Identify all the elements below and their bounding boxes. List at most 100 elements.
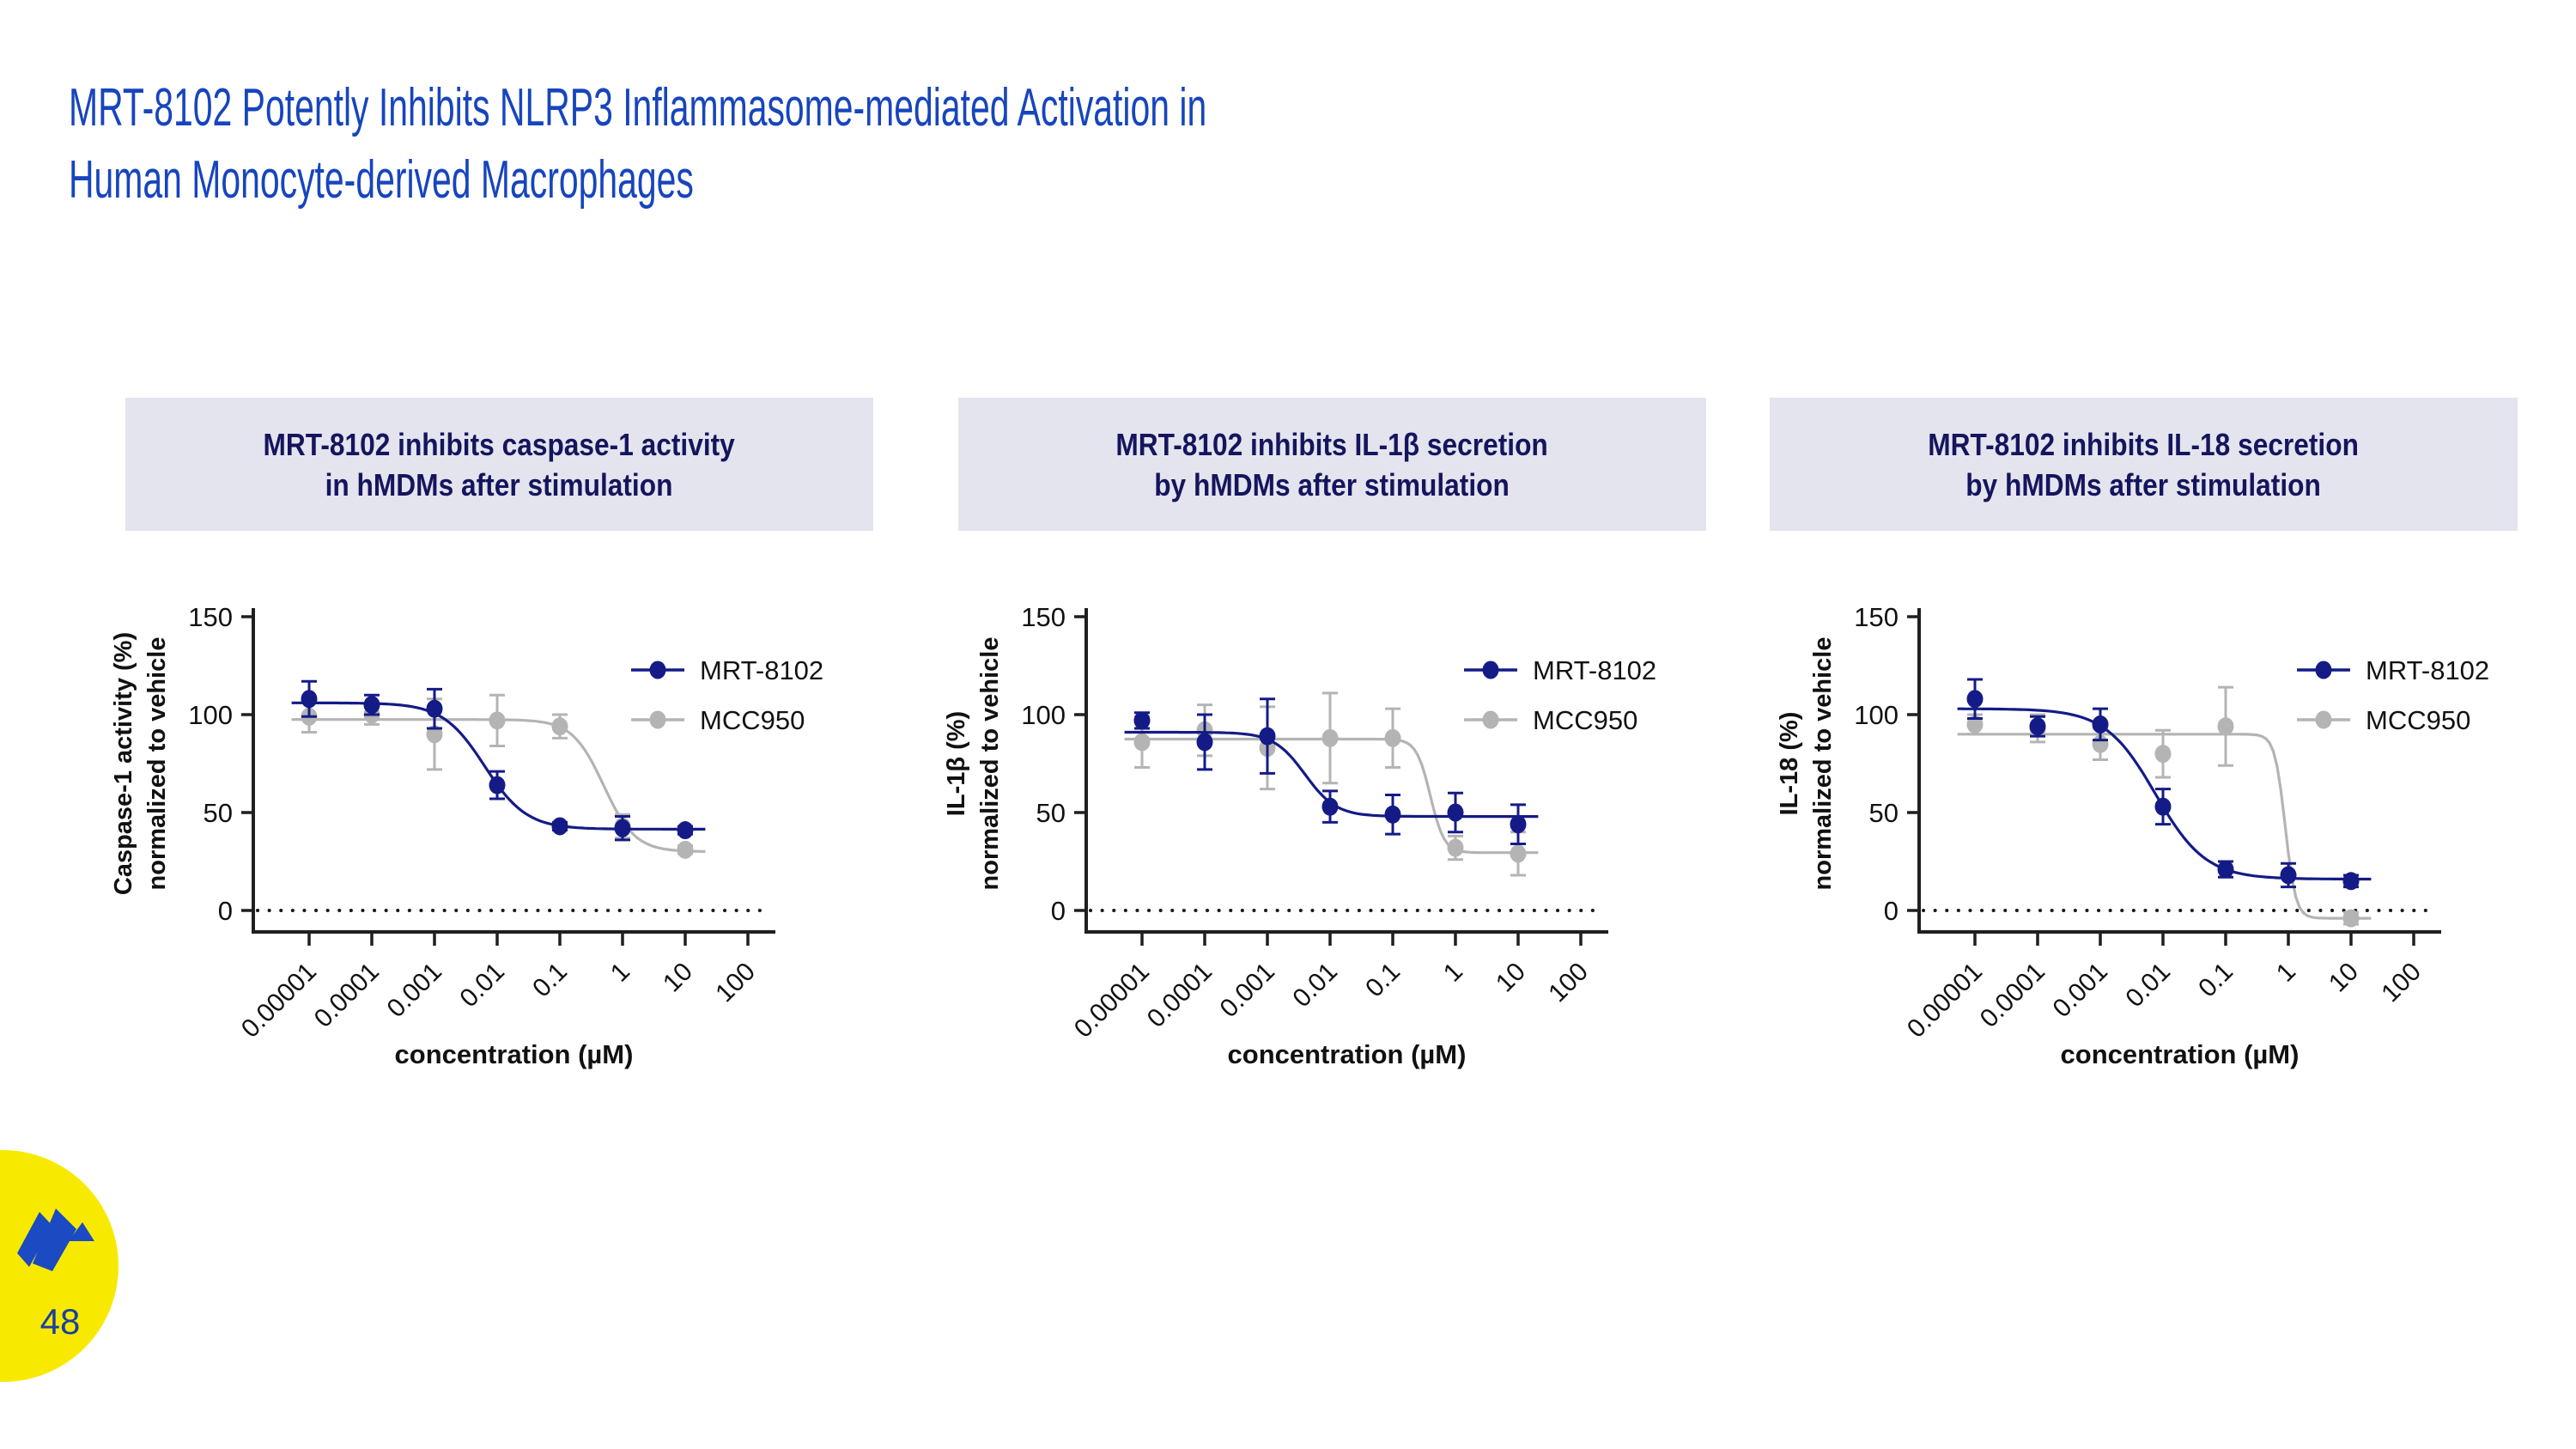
slide-title: MRT-8102 Potently Inhibits NLRP3 Inflamm… <box>69 72 1793 216</box>
x-tick-label: 100 <box>710 958 761 1008</box>
y-tick-label: 100 <box>188 700 233 730</box>
page-number: 48 <box>39 1301 81 1342</box>
data-point <box>2342 909 2360 928</box>
y-tick-label: 50 <box>1036 798 1066 828</box>
legend-marker-dot <box>1482 661 1499 679</box>
data-point <box>1510 844 1527 863</box>
legend-label: MRT-8102 <box>700 655 823 685</box>
data-point <box>2342 872 2360 891</box>
data-point <box>1966 690 1984 709</box>
x-tick-label: 0.1 <box>527 958 573 1003</box>
panel-header-caspase1: MRT-8102 inhibits caspase-1 activity in … <box>125 398 873 531</box>
panel-header-line: by hMDMs after stimulation <box>1965 466 2322 502</box>
panel-header-il1b: MRT-8102 inhibits IL-1β secretion by hMD… <box>958 398 1706 531</box>
x-tick-label: 0.0001 <box>1975 958 2050 1033</box>
x-axis-title: concentration (µM) <box>1228 1039 1467 1069</box>
legend: MRT-8102 MCC950 <box>2297 655 2489 735</box>
x-tick-label: 0.001 <box>2048 958 2113 1023</box>
data-point <box>489 776 506 795</box>
series-MRT-8102 <box>1957 678 2372 891</box>
y-axis-title-line1: Caspase-1 activity (%) <box>110 632 137 895</box>
data-point <box>2029 717 2046 736</box>
chart-il18-secretion: 0 50 100 150 0.00001 0.0001 0.001 0.01 0.1 1 10 100… <box>1747 575 2572 1108</box>
data-point <box>426 725 443 744</box>
x-tick-label: 0.01 <box>2120 958 2176 1014</box>
y-tick-label: 0 <box>1051 896 1066 926</box>
series-MRT-8102 <box>1124 697 1539 845</box>
series-MRT-8102 <box>291 679 706 842</box>
x-tick-label: 0.1 <box>2193 958 2239 1003</box>
x-tick-label: 10 <box>2324 958 2364 998</box>
legend: MRT-8102 MCC950 <box>631 655 823 735</box>
y-axis-title-line2: normalized to vehicle <box>1809 637 1837 891</box>
data-point <box>2092 715 2109 734</box>
legend-label: MRT-8102 <box>1533 655 1656 685</box>
data-point <box>363 696 380 715</box>
x-tick-label: 0.00001 <box>1069 958 1155 1044</box>
legend-marker-dot <box>1482 710 1499 729</box>
x-tick-label: 0.0001 <box>309 958 385 1033</box>
data-point <box>2154 797 2172 816</box>
slide-title-line1: MRT-8102 Potently Inhibits NLRP3 Inflamm… <box>69 78 1207 137</box>
data-point <box>1447 803 1464 822</box>
y-axis-title-line1: IL-1β (%) <box>943 711 970 816</box>
data-point <box>1133 711 1151 730</box>
panel-header-line: in hMDMs after stimulation <box>325 466 673 502</box>
data-point <box>489 711 506 730</box>
company-logo: 48 <box>0 1150 118 1382</box>
data-point <box>1384 728 1401 747</box>
data-point <box>677 840 694 859</box>
x-tick-label: 0.01 <box>454 958 510 1014</box>
data-point <box>2280 866 2297 885</box>
legend-label: MRT-8102 <box>2366 655 2489 685</box>
data-point <box>2154 745 2172 764</box>
y-tick-label: 0 <box>218 896 233 926</box>
x-tick-label: 0.01 <box>1287 958 1343 1014</box>
y-tick-label: 50 <box>1869 798 1899 828</box>
data-point <box>1259 727 1276 746</box>
legend-marker-dot <box>2315 661 2332 679</box>
x-tick-label: 1 <box>2271 958 2301 988</box>
data-point <box>2217 860 2234 879</box>
data-point <box>551 717 568 736</box>
data-point <box>1321 728 1339 747</box>
x-tick-label: 1 <box>605 958 635 988</box>
data-point <box>1510 815 1527 834</box>
data-point <box>1133 733 1151 752</box>
x-axis-title: concentration (µM) <box>2061 1039 2300 1069</box>
data-point <box>426 699 443 718</box>
x-tick-label: 0.001 <box>1215 958 1280 1023</box>
y-tick-label: 100 <box>1854 700 1899 730</box>
legend-marker-dot <box>649 710 666 729</box>
data-point <box>551 817 568 836</box>
data-point <box>2217 717 2234 736</box>
panel-header-line: MRT-8102 inhibits IL-18 secretion <box>1928 426 2360 462</box>
y-tick-label: 150 <box>188 602 233 632</box>
y-axis-title-line1: IL-18 (%) <box>1776 712 1803 816</box>
legend-marker-dot <box>649 661 666 679</box>
x-tick-label: 10 <box>658 958 698 998</box>
panel-header-line: MRT-8102 inhibits caspase-1 activity <box>263 426 736 462</box>
y-axis-title-line2: normalized to vehicle <box>143 637 171 891</box>
data-point <box>301 690 318 709</box>
y-tick-label: 50 <box>204 798 233 828</box>
x-tick-label: 0.0001 <box>1142 958 1218 1033</box>
data-point <box>1384 805 1401 824</box>
legend-label: MCC950 <box>700 705 805 735</box>
x-tick-label: 100 <box>2376 958 2427 1008</box>
data-point <box>1966 715 1984 734</box>
panel-header-line: MRT-8102 inhibits IL-1β secretion <box>1115 426 1549 462</box>
data-point <box>1196 733 1213 752</box>
data-point <box>1447 838 1464 857</box>
legend-label: MCC950 <box>1533 705 1637 735</box>
x-tick-label: 0.00001 <box>236 958 322 1044</box>
data-point <box>677 821 694 840</box>
y-tick-label: 150 <box>1854 602 1899 632</box>
x-axis-title: concentration (µM) <box>395 1039 634 1069</box>
logo-mountain-icon <box>17 1209 94 1271</box>
data-point <box>614 819 631 837</box>
